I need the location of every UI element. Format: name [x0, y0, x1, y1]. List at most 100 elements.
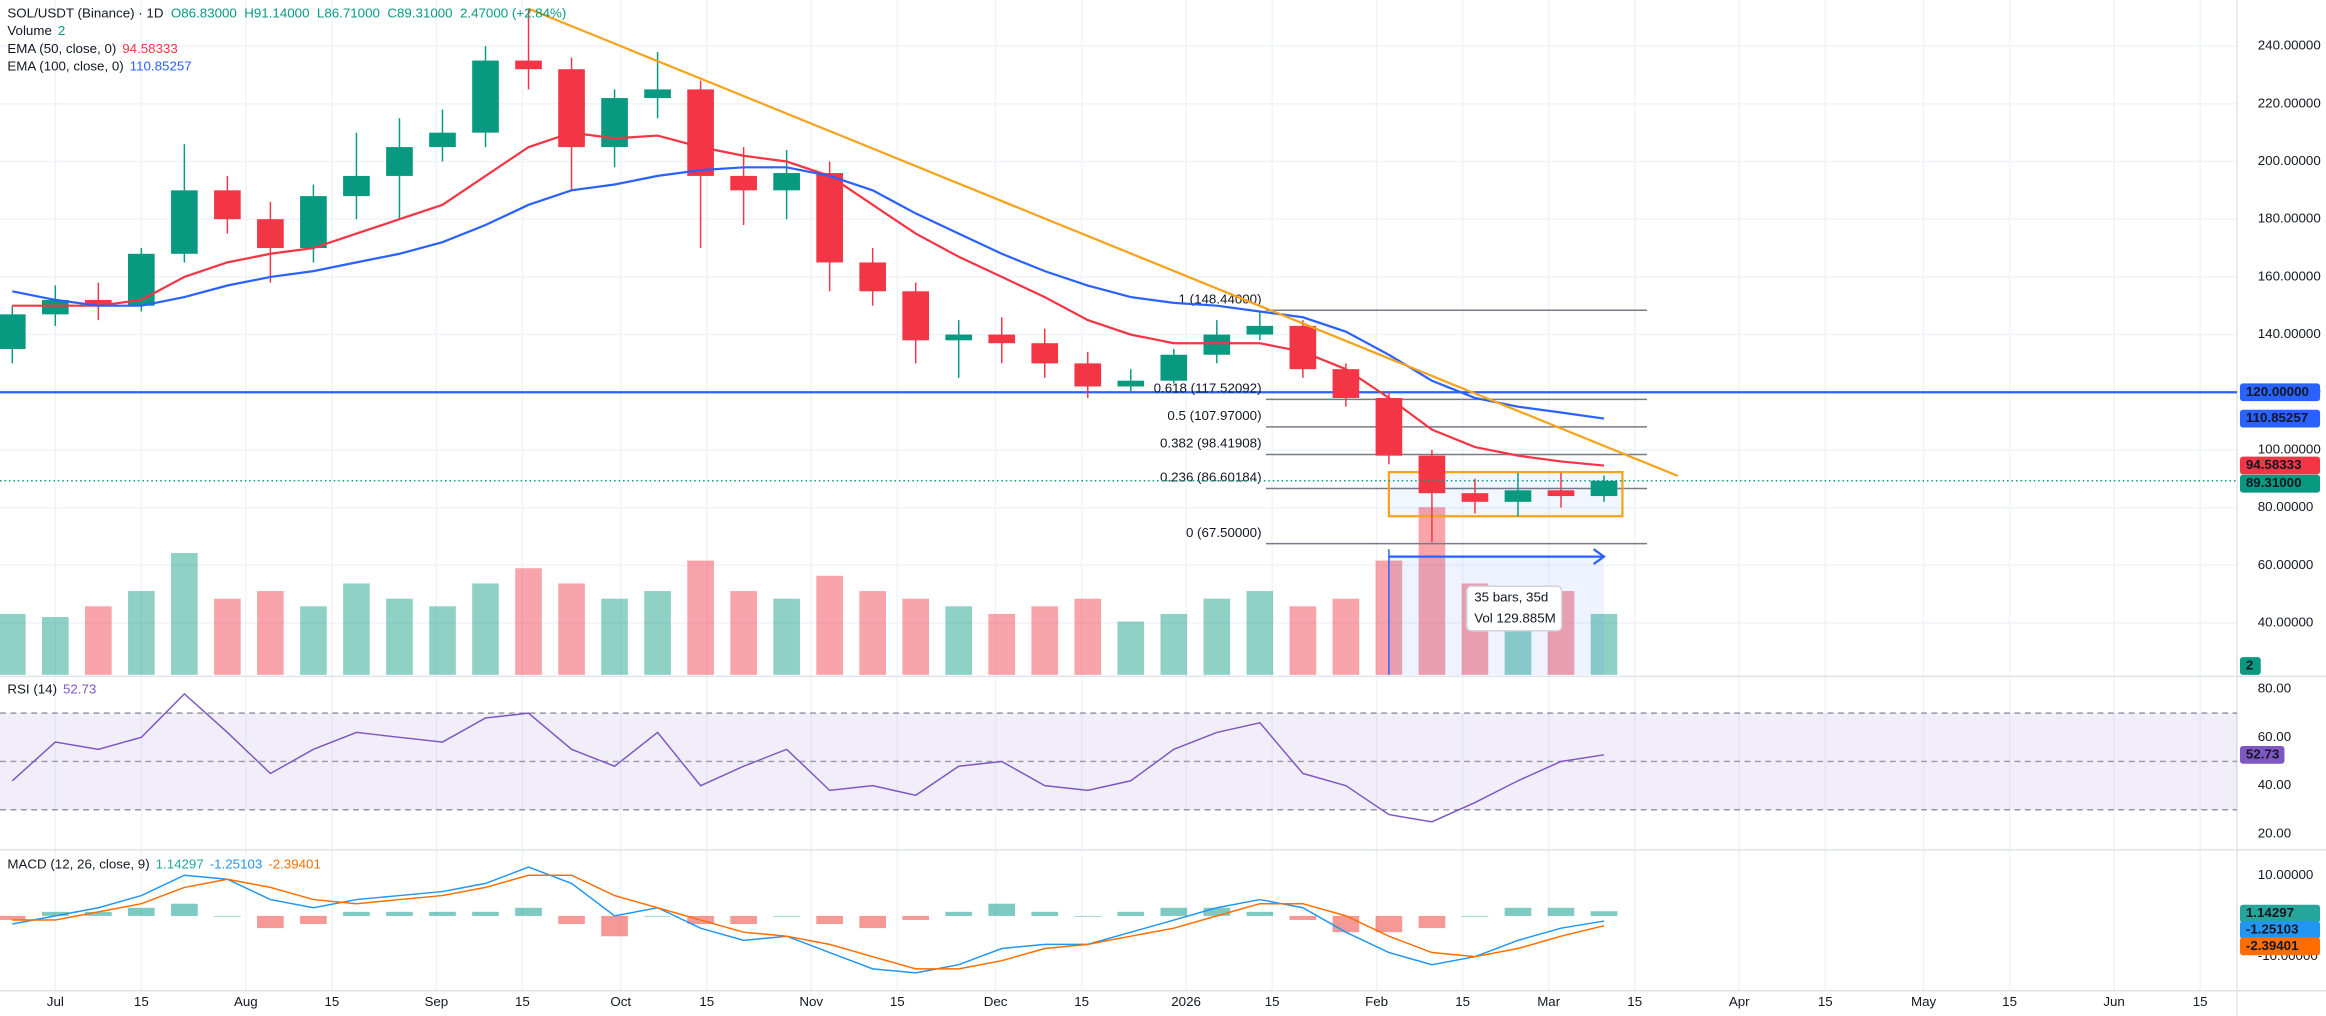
candle-body	[1074, 363, 1102, 387]
x-tick-label: 2026	[1171, 994, 1201, 1009]
x-tick-label: 15	[515, 994, 530, 1009]
y-tick-label: 40.00000	[2258, 614, 2314, 629]
y-tick-label: 80.00000	[2258, 499, 2314, 514]
volume-bar	[945, 606, 973, 675]
candle-body	[41, 299, 69, 315]
price-tag-text: 52.73	[2246, 746, 2279, 761]
rsi-name: RSI (14)	[7, 681, 57, 696]
volume-legend: Volume 2	[7, 23, 65, 38]
y-tick-label: 160.00000	[2258, 268, 2321, 283]
volume-name: Volume	[7, 23, 51, 38]
volume-bar	[128, 591, 155, 675]
candle-body	[257, 219, 284, 249]
candle-body	[601, 98, 628, 148]
fib-level-label: 1 (148.44000)	[1179, 291, 1262, 306]
macd-value: 1.14297	[156, 856, 204, 871]
candle-body	[1160, 354, 1188, 381]
macd-histogram-bar	[558, 915, 585, 925]
macd-histogram-bar	[429, 911, 456, 916]
volume-bar	[859, 591, 887, 675]
ohlc-value: O86.83000	[171, 5, 237, 20]
candle-body	[0, 314, 26, 349]
candle-body	[343, 175, 370, 197]
price-tag	[2239, 921, 2321, 939]
macd-value: -2.39401	[268, 856, 321, 871]
macd-histogram-bar	[1547, 907, 1575, 916]
price-tag-text: 1.14297	[2246, 905, 2294, 920]
macd-histogram-bar	[730, 915, 757, 925]
candle-body	[1332, 369, 1360, 398]
ema-legend: EMA (100, close, 0) 110.85257	[7, 58, 191, 73]
candle-body	[1547, 490, 1575, 497]
macd-histogram-bar	[1590, 911, 1618, 916]
arrow-head	[1592, 548, 1606, 565]
volume-bar	[472, 583, 499, 675]
volume-bar	[1031, 606, 1059, 675]
candle-body	[85, 299, 112, 306]
macd-legend: MACD (12, 26, close, 9) 1.14297 -1.25103 -2…	[7, 856, 320, 871]
rsi-tick-label: 80.00	[2258, 681, 2291, 696]
symbol-legend: SOL/USDT (Binance) · 1D O86.83000 H91.1400…	[7, 5, 566, 20]
volume-bar	[257, 591, 284, 675]
price-tag	[2239, 657, 2261, 675]
volume-bar	[214, 598, 241, 675]
macd-histogram-bar	[902, 915, 930, 920]
macd-histogram-bar	[773, 915, 800, 917]
candle-body	[515, 60, 542, 70]
x-tick-label: 15	[324, 994, 339, 1009]
candle-body	[730, 175, 757, 191]
macd-histogram-bar	[601, 915, 628, 937]
volume-bar	[0, 613, 26, 675]
macd-histogram-bar	[1332, 915, 1360, 933]
x-tick-label: Jul	[47, 994, 64, 1009]
volume-bar	[558, 583, 585, 675]
symbol: SOL/USDT (Binance) · 1D	[7, 5, 163, 20]
volume-bar	[41, 616, 69, 675]
price-tag	[2239, 409, 2321, 428]
macd-histogram-bar	[0, 915, 26, 920]
price-tag-text: -2.39401	[2246, 938, 2299, 953]
macd-histogram-bar	[988, 903, 1016, 916]
rsi-legend: RSI (14) 52.73	[7, 681, 96, 696]
price-tag-text: 120.00000	[2246, 384, 2309, 399]
volume-value: 2	[58, 23, 65, 38]
macd-value: -1.25103	[210, 856, 263, 871]
volume-bar	[1246, 591, 1274, 675]
volume-bar	[730, 591, 757, 675]
macd-histogram-bar	[386, 911, 413, 916]
ohlc-value: 2.47000 (+2.84%)	[460, 5, 566, 20]
macd-histogram-bar	[214, 915, 241, 917]
x-tick-label: Sep	[424, 994, 448, 1009]
x-tick-label: Feb	[1365, 994, 1388, 1009]
macd-histogram-bar	[257, 915, 284, 929]
price-tag	[2239, 937, 2321, 956]
x-tick-label: Oct	[610, 994, 631, 1009]
volume-bar	[1590, 613, 1618, 675]
rsi-value: 52.73	[63, 681, 96, 696]
candle-body	[644, 89, 671, 99]
candle-body	[816, 173, 843, 263]
macd-histogram-bar	[816, 915, 843, 925]
macd-histogram-bar	[1375, 915, 1403, 933]
price-tag-text: 2	[2246, 657, 2253, 672]
candle-body	[945, 334, 973, 341]
volume-bar	[816, 575, 843, 675]
x-tick-label: Apr	[1729, 994, 1750, 1009]
candle-body	[1590, 480, 1618, 497]
macd-histogram-bar	[1504, 907, 1532, 916]
volume-bar	[386, 598, 413, 675]
macd-histogram-bar	[515, 907, 542, 916]
candle-body	[1203, 334, 1231, 355]
macd-histogram-bar	[1117, 911, 1145, 916]
x-tick-label: Nov	[799, 994, 823, 1009]
x-tick-label: 15	[699, 994, 714, 1009]
ema-value: 94.58333	[122, 40, 178, 55]
trend-line	[528, 7, 1679, 477]
y-tick-label: 180.00000	[2258, 211, 2321, 226]
tooltip-text: Vol 129.885M	[1474, 610, 1556, 625]
volume-bar	[988, 613, 1016, 675]
rsi-line	[11, 692, 1605, 823]
macd-line	[12, 874, 1605, 970]
price-tag	[2239, 456, 2321, 475]
